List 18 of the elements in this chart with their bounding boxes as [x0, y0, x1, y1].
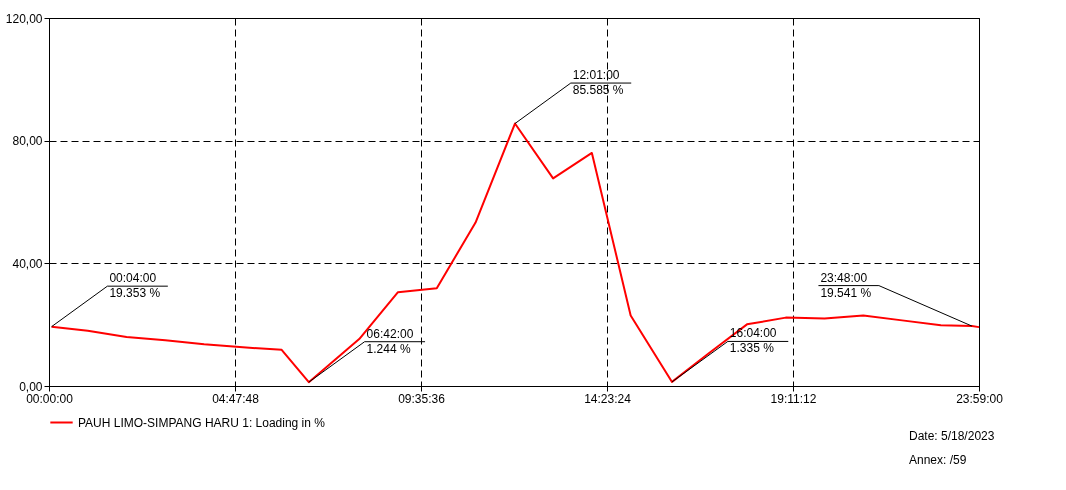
x-tick-label: 19:11:12 — [770, 391, 817, 406]
x-tick-label: 14:23:24 — [584, 391, 632, 406]
x-tick-label: 23:59:00 — [956, 391, 1004, 406]
annotation: 06:42:00 1.244 % — [366, 326, 414, 356]
y-tick-label: 40,00 — [12, 256, 43, 271]
x-tick-label: 09:35:36 — [398, 391, 446, 406]
line-series — [50, 122, 980, 384]
x-tick-label: 00:00:00 — [26, 391, 74, 406]
annotation: 12:01:00 85.585 % — [572, 68, 624, 98]
annotation: 00:04:00 19.353 % — [109, 271, 161, 301]
text: Annex: /59 — [909, 453, 967, 467]
legend-label: PAUH LIMO-SIMPANG HARU 1: Loading in % — [78, 415, 326, 430]
annotation: 23:48:00 19.541 % — [820, 270, 872, 300]
y-tick-label: 80,00 — [12, 134, 43, 149]
y-tick-label: 0,00 — [19, 379, 43, 394]
y-tick-label: 120,00 — [5, 11, 43, 26]
x-tick-label: 04:47:48 — [212, 391, 260, 406]
text: Date: 5/18/2023 — [909, 429, 995, 443]
